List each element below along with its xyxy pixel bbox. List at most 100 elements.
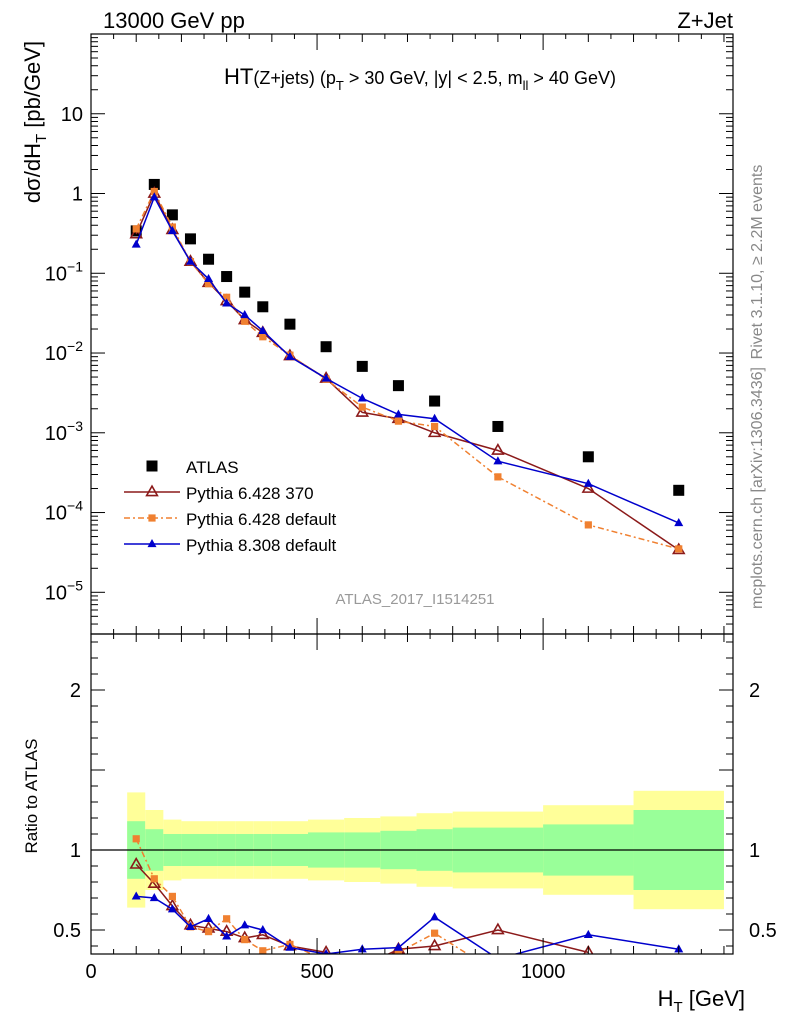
ratio-point-pythia-6-428-370 [357, 961, 368, 970]
ratio-series-layer [129, 835, 684, 991]
legend-item-atlas: ATLAS [146, 458, 239, 477]
ratio-point-pythia-8-308-default [185, 921, 195, 930]
x-tick-label: 1000 [521, 961, 566, 983]
ratio-point-pythia-6-428-default [494, 970, 501, 977]
legend-marker [147, 539, 157, 548]
legend: ATLAS Pythia 6.428 370 Pythia 6.428 defaul… [124, 458, 337, 555]
ratio-point-pythia-8-308-default [204, 913, 214, 922]
series-line-pythia-6-428-default [135, 189, 679, 550]
ratio-point-pythia-8-308-default [393, 942, 403, 951]
process-label: Z+Jet [677, 8, 733, 33]
data-point-pythia-6-428-370 [129, 226, 143, 239]
data-point-pythia-8-308-default [674, 518, 684, 527]
data-point-pythia-6-428-default [132, 225, 140, 233]
ratio-point-pythia-8-308-default [258, 925, 268, 934]
data-point-pythia-8-308-default [222, 298, 232, 307]
ratio-point-pythia-8-308-default [149, 893, 159, 902]
ratio-y-tick-label-right: 2 [749, 680, 760, 702]
analysis-id-label: ATLAS_2017_I1514251 [335, 591, 494, 608]
data-point-pythia-8-308-default [185, 256, 195, 265]
rivet-version-label: Rivet 3.1.10, ≥ 2.2M events [749, 165, 766, 360]
main-title: HT(Z+jets) (pT > 30 GeV, |y| < 2.5, mll … [224, 64, 616, 93]
ratio-y-tick-label-right: 1 [749, 840, 760, 862]
legend-item-pythia-8-308-default: Pythia 8.308 default [124, 536, 337, 555]
data-point-pythia-6-428-default [223, 293, 231, 301]
ratio-point-pythia-6-428-default [394, 948, 403, 954]
ratio-point-pythia-6-428-370 [320, 944, 332, 954]
ratio-point-pythia-8-308-default [131, 891, 141, 900]
data-point-pythia-6-428-default [584, 521, 592, 529]
data-point-pythia-6-428-370 [355, 404, 370, 417]
data-point-pythia-6-428-default [431, 422, 439, 431]
ratio-point-pythia-6-428-370 [427, 938, 442, 951]
x-axis-title: HT [GeV] [658, 986, 745, 1016]
data-point-pythia-6-428-default [259, 333, 267, 341]
ratio-point-pythia-6-428-default [132, 835, 140, 843]
data-point-pythia-6-428-default [358, 403, 366, 411]
ratio-line-pythia-8-308-default [136, 895, 679, 954]
x-tick-label: 0 [85, 961, 96, 983]
x-tick-label: 500 [300, 961, 333, 983]
ratio-point-pythia-8-308-default [497, 953, 498, 954]
ratio-y-tick-label: 2 [70, 680, 81, 702]
data-point-atlas [392, 380, 404, 392]
data-point-pythia-8-308-default [285, 351, 295, 360]
y-tick-label: 10−3 [45, 418, 83, 445]
data-point-pythia-6-428-370 [581, 481, 596, 493]
data-point-atlas [257, 301, 269, 313]
ratio-y-ticks: 0.5 0.5 1 1 2 2 [53, 641, 777, 947]
data-point-pythia-6-428-370 [427, 425, 442, 438]
ratio-point-pythia-6-428-default [585, 984, 592, 991]
data-point-atlas [284, 318, 296, 330]
ratio-point-pythia-8-308-default [583, 929, 593, 938]
ratio-point-pythia-6-428-default [259, 947, 267, 954]
y-tick-label: 10−1 [45, 258, 83, 285]
legend-label: Pythia 6.428 default [186, 510, 337, 529]
data-point-pythia-8-308-default [258, 325, 268, 334]
legend-label: Pythia 6.428 370 [186, 484, 314, 503]
ratio-point-pythia-6-428-default [431, 929, 439, 937]
data-point-pythia-6-428-default [494, 473, 502, 481]
data-point-atlas [582, 451, 594, 463]
ratio-point-pythia-8-308-default [240, 920, 250, 929]
data-point-pythia-6-428-default [150, 187, 158, 196]
series-line-pythia-8-308-default [135, 195, 680, 524]
data-point-pythia-8-308-default [240, 310, 250, 319]
main-y-axis-title: dσ/dHT [pb/GeV] [20, 41, 50, 203]
ratio-y-tick-label: 0.5 [53, 920, 81, 942]
legend-label: Pythia 8.308 default [186, 536, 337, 555]
ratio-line-pythia-6-428-370 [135, 863, 589, 954]
y-tick-label: 10−5 [45, 577, 83, 604]
ratio-point-pythia-6-428-default [359, 957, 366, 964]
ratio-point-pythia-6-428-default [150, 875, 158, 883]
data-point-atlas [320, 341, 332, 353]
legend-item-pythia-6-428-370: Pythia 6.428 370 [124, 484, 314, 503]
data-point-pythia-8-308-default [393, 409, 403, 418]
collision-label: 13000 GeV pp [103, 8, 245, 33]
data-point-pythia-6-428-370 [491, 443, 505, 455]
data-point-pythia-8-308-default [204, 273, 214, 283]
data-point-atlas [166, 209, 178, 221]
data-point-atlas [221, 271, 233, 283]
ratio-point-pythia-6-428-default [168, 892, 176, 900]
data-point-pythia-8-308-default [149, 192, 159, 201]
data-point-atlas [239, 286, 251, 298]
ratio-point-pythia-6-428-370 [129, 856, 143, 869]
data-point-pythia-8-308-default [131, 239, 141, 248]
data-point-atlas [429, 395, 441, 407]
legend-marker [148, 514, 156, 522]
ratio-point-pythia-8-308-default [323, 949, 329, 954]
data-point-pythia-8-308-default [430, 413, 440, 422]
ratio-point-pythia-8-308-default [222, 931, 232, 940]
data-point-pythia-6-428-default [241, 317, 249, 325]
legend-item-pythia-6-428-default: Pythia 6.428 default [124, 510, 337, 529]
ratio-point-pythia-6-428-370 [583, 944, 594, 954]
data-point-pythia-8-308-default [167, 225, 177, 235]
data-point-pythia-8-308-default [357, 393, 367, 402]
data-point-pythia-6-428-default [675, 545, 683, 553]
data-point-pythia-8-308-default [583, 478, 593, 487]
ratio-point-pythia-6-428-default [241, 936, 249, 944]
ratio-point-pythia-6-428-370 [147, 876, 162, 889]
data-point-pythia-8-308-default [321, 373, 331, 382]
data-point-atlas [356, 360, 368, 372]
